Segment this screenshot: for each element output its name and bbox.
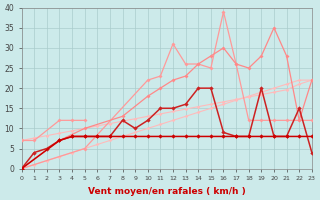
X-axis label: Vent moyen/en rafales ( km/h ): Vent moyen/en rafales ( km/h ) [88, 187, 245, 196]
